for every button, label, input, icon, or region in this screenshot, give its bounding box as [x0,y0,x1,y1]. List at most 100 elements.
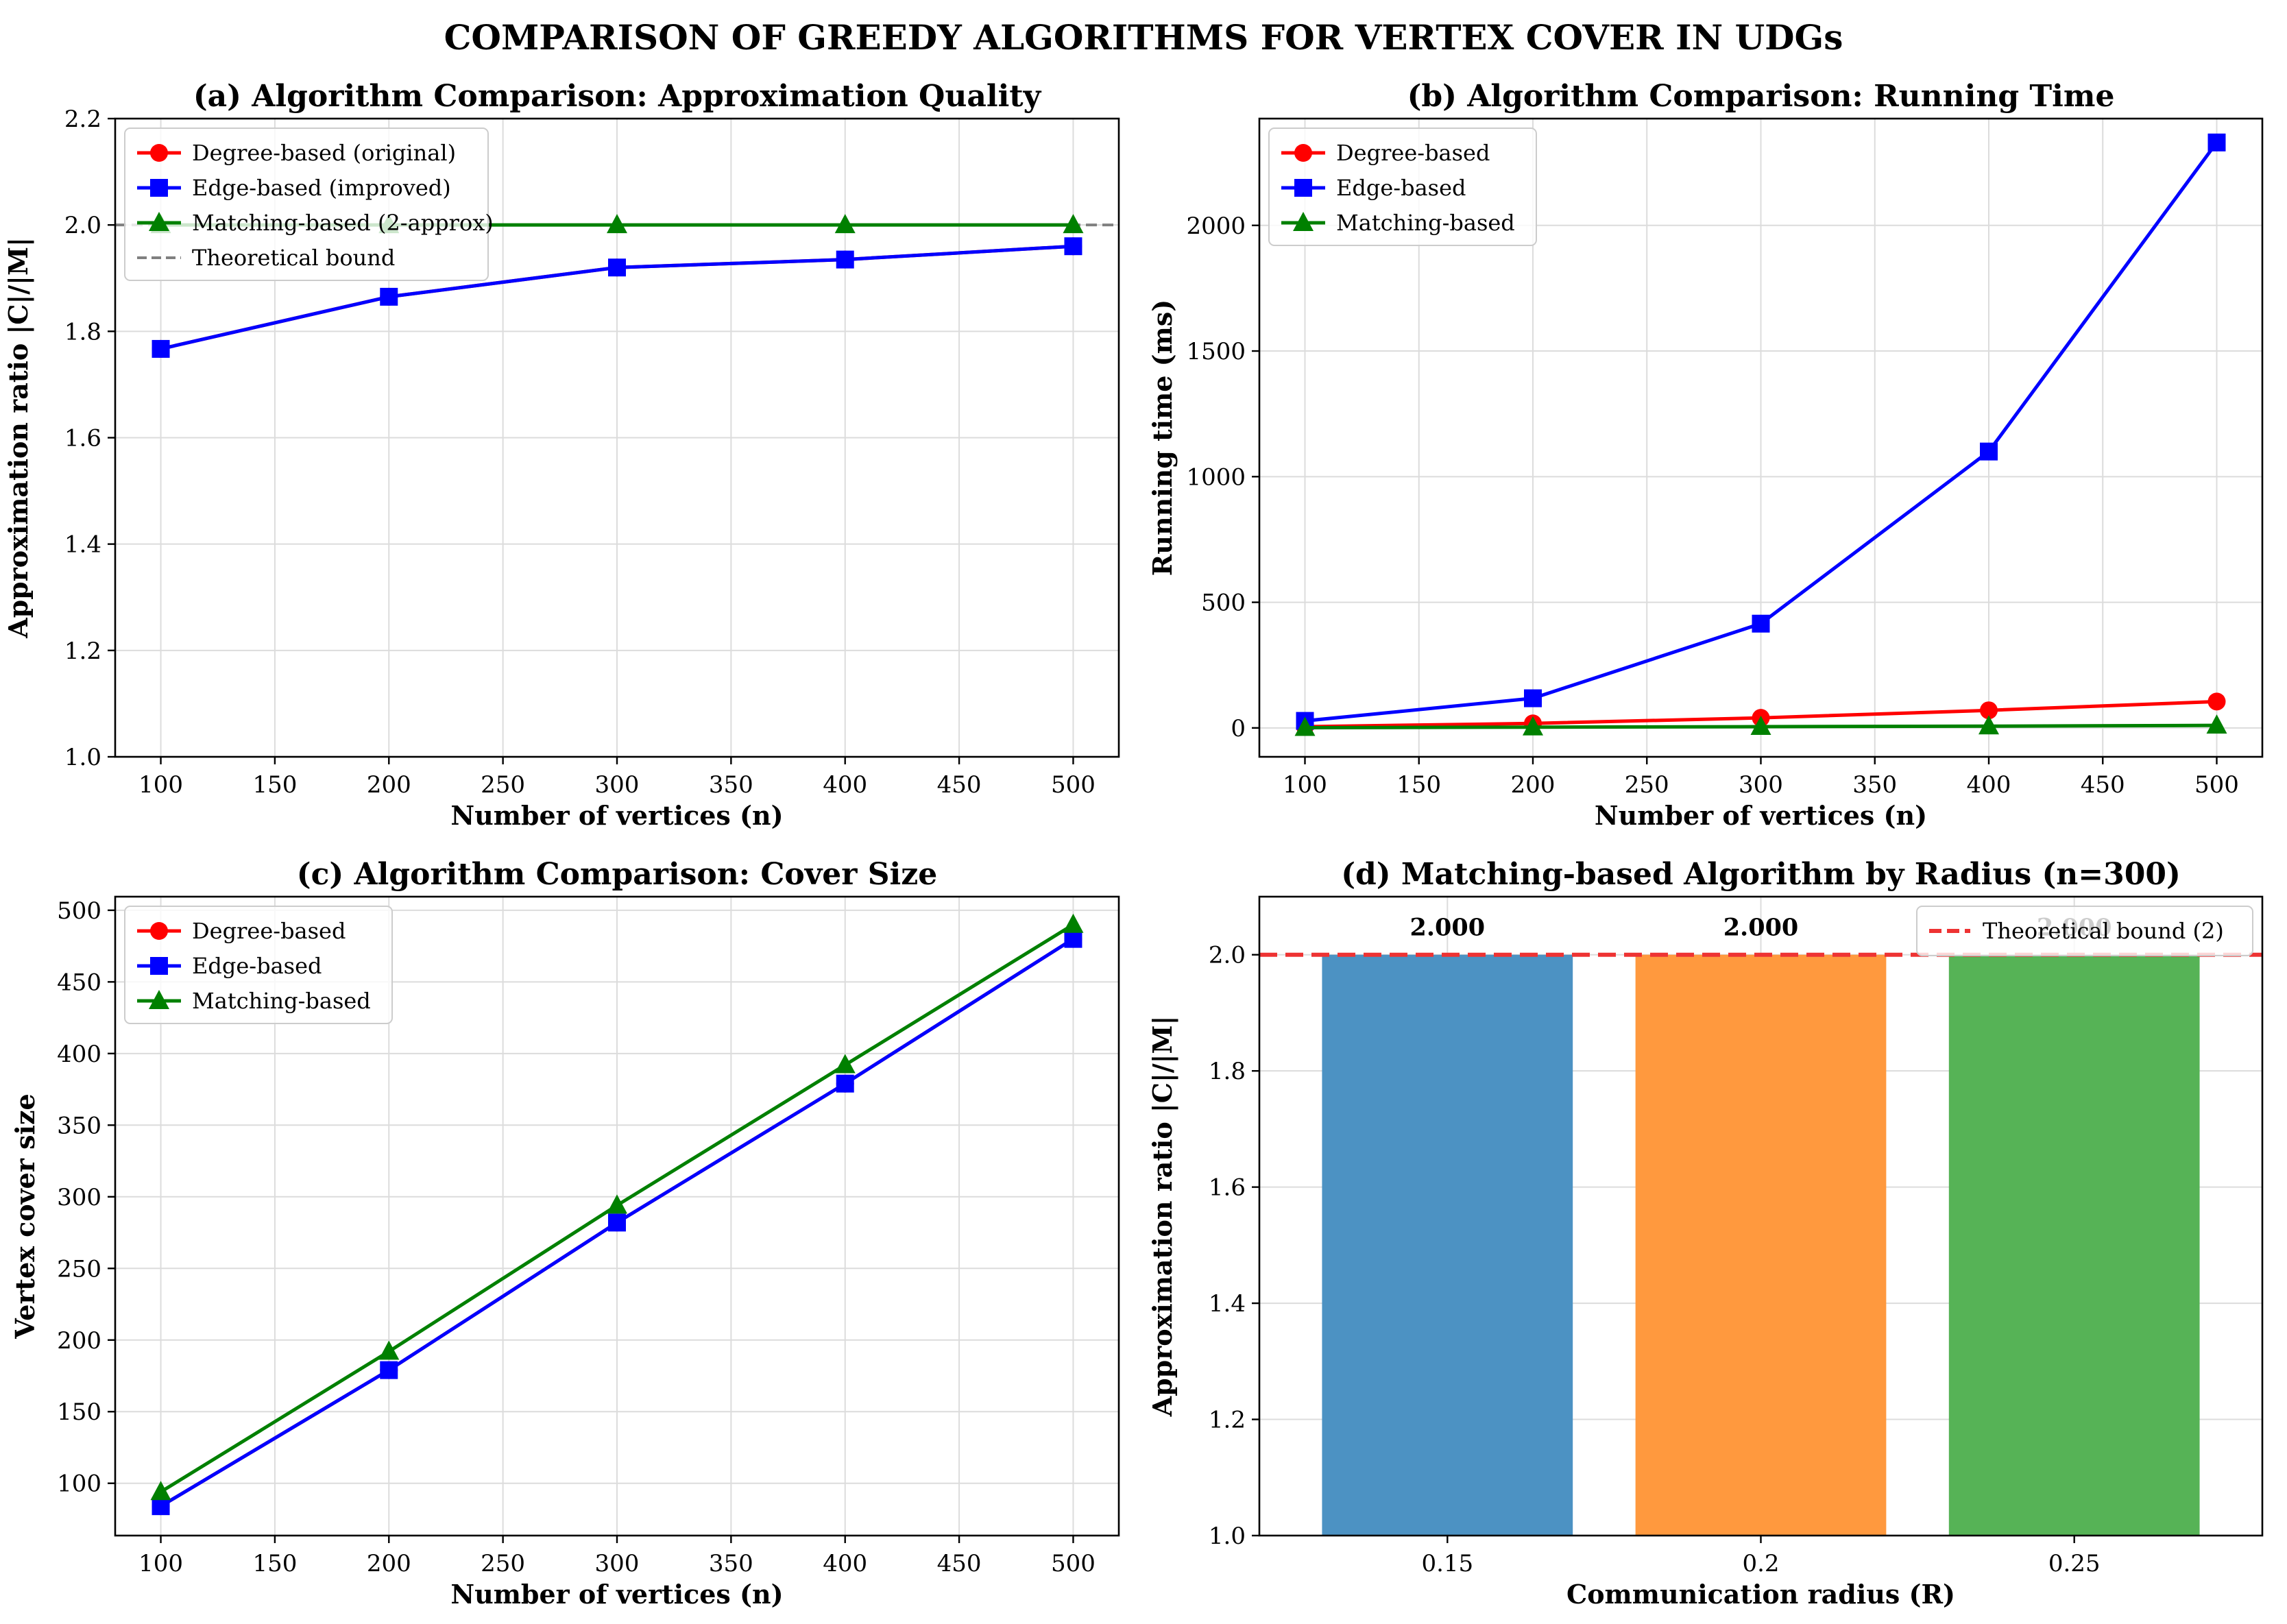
legend-label: Theoretical bound (2) [1983,918,2224,944]
chart-a: 100 150 200 250 300 350 400 450 500 1.0 1.2 1.4 1.6 1… [3,79,1120,831]
legend-marker [1294,179,1312,197]
chart-c: 100 150 200 250 300 350 400 450 500 100 150 200 250 3… [10,857,1120,1610]
legend-label: Degree-based (original) [192,140,456,166]
data-point [1752,614,1770,633]
y-tick-label: 1.2 [1209,1407,1246,1434]
x-tick-label: 450 [2081,771,2125,799]
legend-d: Theoretical bound (2) [1916,906,2253,956]
x-tick-label: 150 [1396,771,1441,799]
legend-label: Degree-based [1336,140,1490,166]
data-point [380,287,398,306]
x-tick-label: 200 [1511,771,1556,799]
legend-a: Degree-based (original) Edge-based (impro… [124,128,494,281]
data-point [834,1054,856,1074]
legend-box [1268,128,1537,246]
x-tick-label: 150 [252,771,297,799]
legend-label: Degree-based [192,918,346,944]
x-tick-label: 500 [1051,771,1096,799]
x-tick-label: 200 [367,771,411,799]
legend-marker [149,990,169,1009]
legend-c: Degree-based Edge-based Matching-based [124,906,393,1024]
y-tick-label: 1.2 [64,638,101,665]
series-1 [1296,133,2226,730]
y-axis-label-c: Vertex cover size [10,1093,40,1339]
data-point [1524,689,1542,707]
data-point [152,1497,170,1516]
x-tick-label: 500 [2194,771,2239,799]
legend-entry: Degree-based (original) [137,140,456,166]
y-tick-label: 2.0 [64,212,101,239]
y-tick-label: 500 [1201,590,1246,617]
legend-b: Degree-based Edge-based Matching-based [1268,128,1537,246]
bar-value-label-0.15: 2.000 [1410,914,1486,942]
legend-entry: Edge-based [137,953,322,979]
legend-marker [150,922,168,940]
x-tick-label: 100 [138,771,183,799]
x-tick-label: 0.15 [1421,1550,1473,1577]
data-point [1064,930,1082,948]
data-point [608,1213,626,1232]
panels: 100 150 200 250 300 350 400 450 500 1.0 1.2 1.4 1.6 1… [3,79,2264,1610]
panel-title-b: (b) Algorithm Comparison: Running Time [1407,79,2115,114]
x-tick-label: 250 [1625,771,1669,799]
legend-marker [150,144,168,162]
legend-marker [150,957,168,975]
data-point [2207,133,2226,152]
y-tick-label: 2000 [1186,213,1246,240]
x-tick-label: 300 [595,771,640,799]
data-point [2206,714,2227,734]
data-point [1980,701,1998,720]
legend-entry: Degree-based [1281,140,1490,166]
bar-0.2 [1635,954,1887,1536]
y-tick-label: 1.6 [64,425,101,452]
data-point [1523,716,1543,736]
data-point [1980,442,1998,461]
x-tick-label: 450 [937,1550,982,1577]
y-tick-label: 1.0 [1209,1523,1246,1550]
y-axis-label-a: Approximation ratio |C|/|M| [3,237,34,639]
y-tick-label: 350 [57,1112,101,1139]
data-point [607,214,627,234]
x-axis-label-a: Number of vertices (n) [450,800,783,831]
plot-area-d [1322,954,2200,1536]
bar-0.25 [1948,954,2200,1536]
x-tick-label: 100 [138,1550,183,1577]
x-tick-label: 350 [709,1550,753,1577]
legend-entry: Matching-based (2-approx) [137,210,494,236]
y-axis-label-b: Running time (ms) [1147,300,1178,577]
legend-marker [1294,144,1312,162]
x-tick-label: 300 [595,1550,640,1577]
y-tick-label: 300 [57,1184,101,1211]
bar-0.15 [1322,954,1573,1536]
y-tick-label: 1.8 [1209,1058,1246,1085]
x-tick-label: 0.2 [1742,1550,1779,1577]
data-point [608,258,626,277]
legend-box [124,128,489,281]
chart-d: 2.0002.0002.0000.150.20.251.01.21.41.61.… [1147,857,2264,1610]
data-point [2207,692,2226,711]
y-tick-label: 1.4 [1209,1290,1246,1318]
x-tick-label: 250 [481,771,525,799]
series-1 [152,237,1082,358]
y-tick-label: 1.6 [1209,1174,1246,1202]
legend-label: Theoretical bound [192,245,395,271]
figure-title: COMPARISON OF GREEDY ALGORITHMS FOR VERT… [444,17,1843,58]
series-2 [1294,714,2227,736]
x-tick-label: 500 [1051,1550,1096,1577]
data-point [1064,237,1082,256]
y-tick-label: 1500 [1186,338,1246,365]
data-point [1294,716,1316,736]
x-tick-label: 150 [252,1550,297,1577]
legend-label: Matching-based [1336,210,1515,236]
plot-area-b [1294,133,2227,736]
y-tick-label: 0 [1231,715,1246,742]
ticks-d: 0.15 0.2 0.25 1.0 1.2 1.4 1.6 1.8 2.0 [1209,942,2101,1577]
legend-label: Edge-based [192,953,322,979]
legend-entry: Matching-based [137,988,371,1014]
legend-label: Edge-based (improved) [192,175,451,201]
legend-marker [149,212,169,231]
x-tick-label: 300 [1739,771,1783,799]
legend-label: Matching-based (2-approx) [192,210,494,236]
x-tick-label: 0.25 [2048,1550,2101,1577]
x-tick-label: 400 [1967,771,2011,799]
